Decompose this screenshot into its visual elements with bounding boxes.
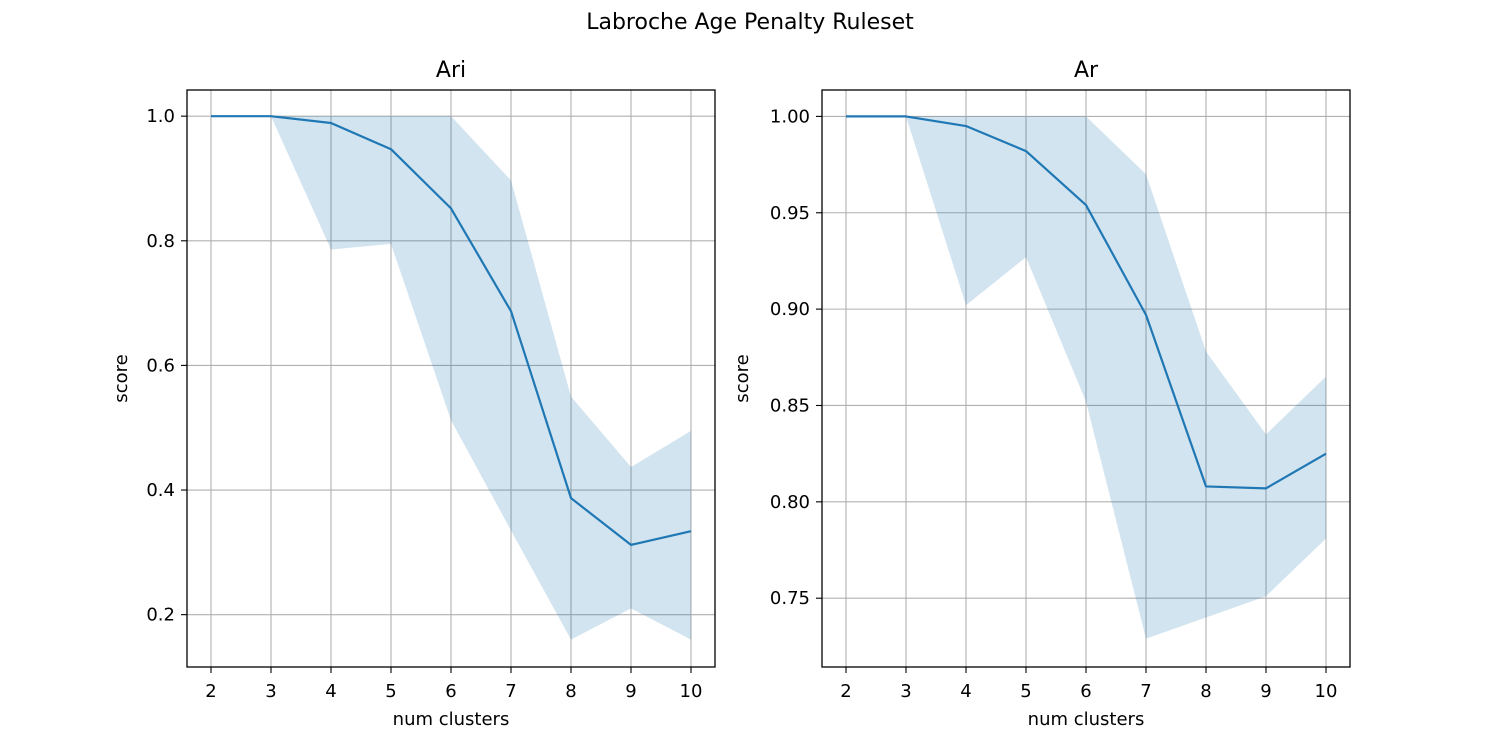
- x-axis-label: num clusters: [1028, 709, 1145, 730]
- x-tick-label: 10: [1315, 681, 1338, 702]
- subplot-title: Ar: [1074, 58, 1099, 83]
- x-tick-label: 5: [385, 681, 396, 702]
- x-tick-label: 6: [445, 681, 456, 702]
- y-tick-label: 0.8: [146, 231, 175, 252]
- x-tick-label: 4: [960, 681, 971, 702]
- y-axis-label: score: [111, 354, 132, 402]
- y-tick-label: 1.00: [770, 106, 810, 127]
- y-tick-label: 0.95: [770, 203, 810, 224]
- subplot-2: 2 3 4 5 6 7 8 9 10 0.75 0.80 0.85 0.90 0.95 1.00 Ar num …: [732, 58, 1351, 730]
- y-tick-label: 1.0: [146, 106, 175, 127]
- x-tick-label: 4: [325, 681, 336, 702]
- x-tick-label: 2: [205, 681, 216, 702]
- x-tick-label: 9: [625, 681, 636, 702]
- y-tick-label: 0.2: [146, 605, 175, 626]
- y-tick-label: 0.6: [146, 355, 175, 376]
- x-tick-label: 2: [840, 681, 851, 702]
- subplot-title: Ari: [436, 58, 466, 83]
- x-tick-label: 10: [680, 681, 703, 702]
- x-axis-label: num clusters: [393, 709, 510, 730]
- x-tick-label: 6: [1080, 681, 1091, 702]
- x-tick-label: 5: [1020, 681, 1031, 702]
- y-tick-label: 0.90: [770, 299, 810, 320]
- x-tick-label: 3: [900, 681, 911, 702]
- x-tick-label: 7: [505, 681, 516, 702]
- x-tick-label: 8: [565, 681, 576, 702]
- figure-title: Labroche Age Penalty Ruleset: [586, 10, 914, 35]
- confidence-band: [846, 116, 1326, 639]
- x-tick-label: 9: [1260, 681, 1271, 702]
- y-tick-label: 0.4: [146, 480, 175, 501]
- x-tick-label: 3: [265, 681, 276, 702]
- x-tick-label: 8: [1200, 681, 1211, 702]
- y-tick-label: 0.80: [770, 492, 810, 513]
- x-tick-label: 7: [1140, 681, 1151, 702]
- subplot-1: 2 3 4 5 6 7 8 9 10 0.2 0.4 0.6 0.8 1.0 Ari num clusters…: [111, 58, 716, 730]
- y-tick-label: 0.75: [770, 588, 810, 609]
- confidence-band: [211, 116, 691, 640]
- y-tick-label: 0.85: [770, 395, 810, 416]
- y-axis-label: score: [732, 354, 753, 402]
